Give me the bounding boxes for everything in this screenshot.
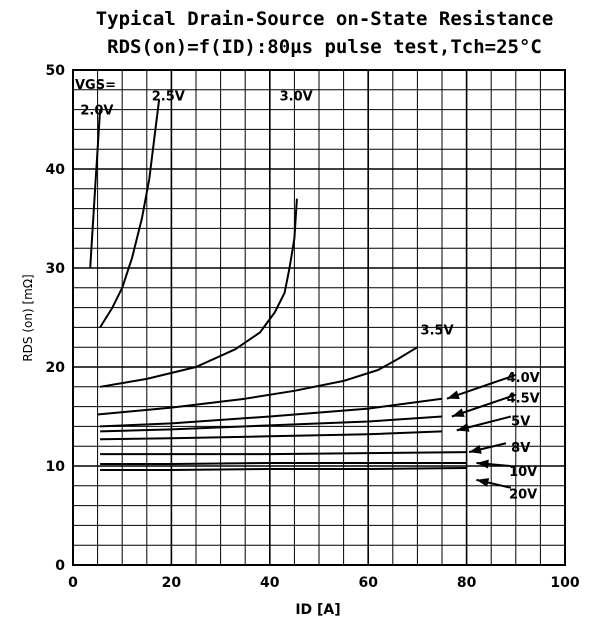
y-axis-label: RDS (on) [mΩ] <box>21 274 35 361</box>
y-tick-label: 0 <box>55 558 65 574</box>
series-label: 8V <box>511 441 530 456</box>
series-label: 3.0V <box>280 90 313 105</box>
callout-arrow-line <box>446 373 517 400</box>
data-series <box>89 99 467 471</box>
chart-title-line1: Typical Drain-Source on-State Resistance <box>95 8 554 30</box>
series-label: 4.0V <box>507 371 540 386</box>
series-line-2p5v <box>99 99 161 328</box>
plot-frame <box>72 69 566 566</box>
y-tick-label: 30 <box>46 261 66 277</box>
callout-arrow-head <box>456 423 470 432</box>
callout-arrow-head <box>446 390 460 400</box>
series-line-3p5v <box>97 346 418 416</box>
callout-arrows <box>446 373 517 489</box>
callout-arrow-head <box>451 408 465 417</box>
series-line-8v <box>100 451 467 456</box>
y-tick-label: 20 <box>46 360 66 376</box>
callout-arrow-head <box>476 459 489 469</box>
x-tick-label: 0 <box>68 575 78 591</box>
x-axis-label: ID [A] <box>295 602 340 618</box>
series-line-3p0v <box>99 198 298 388</box>
series-line-4p5v <box>100 415 443 433</box>
series-line-4p0v <box>100 397 443 428</box>
y-tick-label: 10 <box>46 459 66 475</box>
series-label: 20V <box>509 488 537 503</box>
series-label: 2.0V <box>80 104 113 119</box>
callout-arrow-head <box>469 444 482 454</box>
x-tick-label: 100 <box>550 575 579 591</box>
series-label: 5V <box>511 414 530 429</box>
series-line-20v <box>100 467 467 471</box>
series-label: 10V <box>509 465 537 480</box>
x-tick-label: 60 <box>358 575 378 591</box>
x-tick-label: 80 <box>457 575 477 591</box>
y-tick-label: 50 <box>46 63 66 79</box>
series-label: 4.5V <box>507 392 540 407</box>
chart-title-line2: RDS(on)=f(ID):80µs pulse test,Tch=25°C <box>107 36 542 58</box>
series-labels: 2.0V 2.5V 3.0V 3.5V 4.0V 4.5V 5V 8V 10V 20V <box>80 90 539 503</box>
callout-arrow-head <box>476 478 490 487</box>
x-tick-label: 20 <box>162 575 182 591</box>
series-label: 2.5V <box>152 90 185 105</box>
vgs-label: VGS= <box>75 78 116 93</box>
series-label: 3.5V <box>421 323 454 338</box>
series-line-2p0v <box>89 109 102 269</box>
x-tick-label: 40 <box>260 575 280 591</box>
tick-labels: 0 20 40 60 80 100 0 10 20 30 40 50 <box>46 63 580 591</box>
series-line-10v <box>100 462 467 465</box>
series-line-5v <box>100 430 443 441</box>
grid <box>73 70 565 565</box>
y-tick-label: 40 <box>46 162 66 178</box>
